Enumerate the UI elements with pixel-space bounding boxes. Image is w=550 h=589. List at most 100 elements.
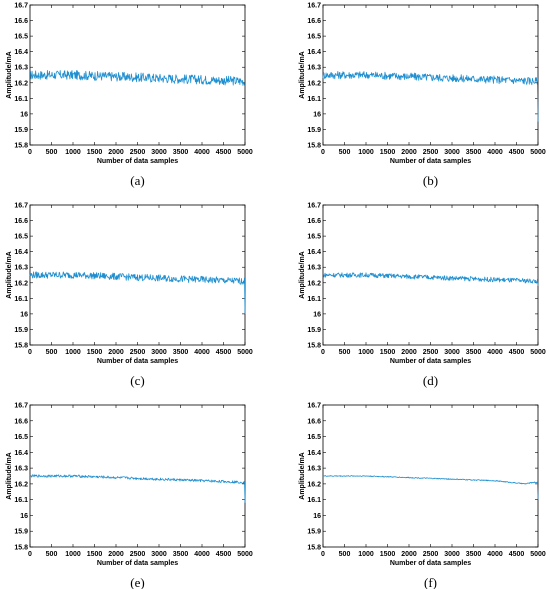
- x-tick-label: 500: [46, 149, 58, 156]
- chart-panel-c: 15.8 15.9 16 16.1 16.2 16.3 16.4 16.5 16.6 16.7 0 5…: [6, 203, 253, 389]
- y-tick-label: 16.6: [307, 218, 321, 225]
- y-tick-label: 16.7: [307, 403, 321, 410]
- y-tick-label: 16: [20, 513, 28, 520]
- x-tick-label: 3000: [444, 349, 460, 356]
- x-tick-label: 4500: [216, 149, 232, 156]
- panel-caption: (c): [130, 373, 144, 388]
- x-tick-label: 2000: [108, 149, 124, 156]
- y-tick-label: 16.2: [307, 280, 321, 287]
- y-tick-label: 16.1: [14, 96, 28, 103]
- x-tick-label: 1000: [358, 551, 374, 558]
- x-tick-label: 3500: [466, 349, 482, 356]
- y-tick-label: 15.8: [14, 545, 28, 552]
- y-tick-label: 15.9: [307, 529, 321, 536]
- panel-caption: (d): [423, 373, 438, 388]
- x-tick-label: 4500: [509, 149, 525, 156]
- x-tick-label: 3500: [173, 349, 189, 356]
- x-tick-label: 1500: [380, 149, 396, 156]
- y-tick-label: 16.6: [14, 218, 28, 225]
- panel-caption: (f): [424, 575, 437, 589]
- series-line: [29, 474, 246, 503]
- x-tick-label: 5000: [237, 551, 253, 558]
- y-tick-label: 16.3: [14, 65, 28, 72]
- series-line: [322, 70, 539, 122]
- y-tick-label: 16.3: [307, 466, 321, 473]
- x-tick-label: 3500: [466, 551, 482, 558]
- y-tick-label: 15.8: [14, 343, 28, 350]
- x-tick-label: 1000: [358, 349, 374, 356]
- y-tick-label: 16.5: [307, 434, 321, 441]
- x-tick-label: 0: [321, 349, 325, 356]
- x-tick-label: 4500: [216, 349, 232, 356]
- y-tick-label: 16.2: [14, 80, 28, 87]
- y-tick-label: 16.6: [14, 18, 28, 25]
- y-tick-label: 15.9: [14, 529, 28, 536]
- x-tick-label: 2500: [130, 349, 146, 356]
- x-tick-label: 3000: [444, 551, 460, 558]
- x-tick-label: 500: [46, 551, 58, 558]
- x-axis-label: Number of data samples: [97, 158, 178, 165]
- y-tick-label: 16.7: [14, 403, 28, 410]
- x-tick-label: 2000: [108, 551, 124, 558]
- x-tick-label: 5000: [530, 149, 546, 156]
- y-tick-label: 15.8: [307, 343, 321, 350]
- x-tick-label: 1500: [87, 149, 103, 156]
- y-tick-label: 16.7: [14, 203, 28, 210]
- y-tick-label: 16.3: [307, 265, 321, 272]
- chart-panel-a: 15.8 15.9 16 16.1 16.2 16.3 16.4 16.5 16.6 16.7 0 5…: [6, 3, 253, 189]
- y-tick-label: 16.1: [14, 497, 28, 504]
- y-axis-label: Amplitude/mA: [6, 51, 13, 98]
- x-tick-label: 500: [339, 149, 351, 156]
- y-tick-label: 16.1: [14, 296, 28, 303]
- y-tick-label: 16.4: [307, 249, 321, 256]
- chart-panel-d: 15.8 15.9 16 16.1 16.2 16.3 16.4 16.5 16.6 16.7 0 5…: [299, 203, 546, 389]
- x-tick-label: 2000: [401, 551, 417, 558]
- y-axis-label: Amplitude/mA: [299, 251, 306, 298]
- y-tick-label: 16.1: [307, 497, 321, 504]
- x-tick-label: 4500: [509, 349, 525, 356]
- x-axis-label: Number of data samples: [390, 358, 471, 365]
- x-tick-label: 500: [46, 349, 58, 356]
- y-tick-label: 16.7: [14, 3, 28, 10]
- y-axis-label: Amplitude/mA: [6, 452, 13, 499]
- y-tick-label: 16.7: [307, 203, 321, 210]
- y-tick-label: 15.9: [307, 127, 321, 134]
- x-tick-label: 0: [28, 551, 32, 558]
- x-tick-label: 2500: [423, 551, 439, 558]
- y-tick-label: 15.9: [307, 327, 321, 334]
- y-tick-label: 16.3: [14, 466, 28, 473]
- x-tick-label: 2000: [401, 149, 417, 156]
- y-tick-label: 16: [20, 111, 28, 118]
- x-tick-label: 2500: [423, 349, 439, 356]
- x-tick-label: 1000: [358, 149, 374, 156]
- y-tick-label: 16.4: [14, 450, 28, 457]
- x-tick-label: 0: [321, 149, 325, 156]
- x-tick-label: 1500: [380, 551, 396, 558]
- y-axis-label: Amplitude/mA: [299, 51, 306, 98]
- x-tick-label: 4000: [194, 149, 210, 156]
- x-tick-label: 5000: [530, 551, 546, 558]
- panel-caption: (a): [130, 173, 144, 188]
- y-tick-label: 16: [313, 311, 321, 318]
- y-tick-label: 16.6: [307, 418, 321, 425]
- x-tick-label: 5000: [237, 349, 253, 356]
- x-tick-label: 0: [321, 551, 325, 558]
- y-tick-label: 16: [313, 513, 321, 520]
- x-tick-label: 2000: [108, 349, 124, 356]
- y-tick-label: 16.4: [14, 249, 28, 256]
- x-tick-label: 2500: [130, 149, 146, 156]
- x-tick-label: 3000: [444, 149, 460, 156]
- x-tick-label: 1000: [65, 349, 81, 356]
- x-tick-label: 500: [339, 551, 351, 558]
- series-line: [322, 475, 539, 500]
- x-tick-label: 3000: [151, 551, 167, 558]
- x-tick-label: 2500: [423, 149, 439, 156]
- x-tick-label: 2500: [130, 551, 146, 558]
- y-tick-label: 16.6: [14, 418, 28, 425]
- panel-caption: (e): [130, 575, 144, 589]
- x-tick-label: 4500: [509, 551, 525, 558]
- y-tick-label: 16.5: [14, 234, 28, 241]
- x-tick-label: 4000: [487, 349, 503, 356]
- x-tick-label: 3000: [151, 149, 167, 156]
